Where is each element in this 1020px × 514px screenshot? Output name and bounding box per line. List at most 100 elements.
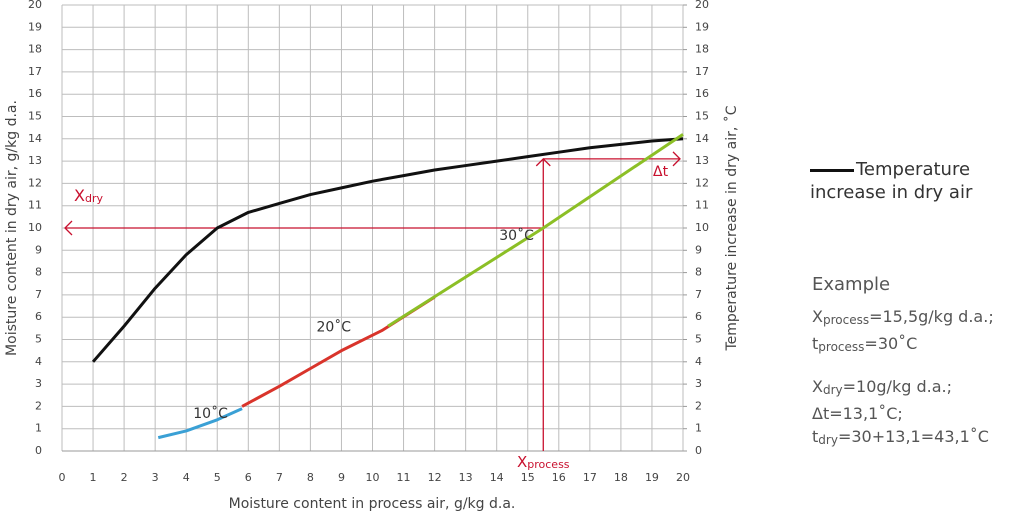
label-text: Δt — [653, 164, 669, 180]
series-label: 20˚C — [316, 319, 351, 336]
example-box: Example Xprocess=15,5g/kg d.a.; tprocess=… — [812, 274, 1020, 452]
example-line: tdry=30+13,1=43,1˚C — [812, 425, 1020, 452]
label-text: X — [517, 453, 527, 471]
y2-tick-label: 15 — [695, 110, 709, 123]
legend-item: Temperature increase in dry air — [810, 158, 1000, 204]
x-tick-label: 8 — [307, 471, 314, 484]
x-tick-label: 7 — [276, 471, 283, 484]
x-tick-label: 5 — [214, 471, 221, 484]
y2-tick-label: 10 — [695, 221, 709, 234]
example-text: =30˚C — [864, 334, 918, 353]
reference-label: Xprocess — [517, 453, 570, 472]
x-tick-label: 1 — [90, 471, 97, 484]
y2-tick-label: 11 — [695, 199, 709, 212]
y2-tick-label: 5 — [695, 333, 702, 346]
y2-tick-label: 3 — [695, 377, 702, 390]
y-tick-label: 18 — [28, 43, 42, 56]
chart: Moisture content in process air, g/kg d.… — [4, 0, 740, 512]
x-axis-label: Moisture content in process air, g/kg d.… — [229, 496, 516, 512]
y2-tick-label: 18 — [695, 43, 709, 56]
y2-tick-label: 20 — [695, 0, 709, 11]
y-tick-label: 3 — [35, 377, 42, 390]
x-tick-label: 9 — [338, 471, 345, 484]
example-text: =10g/kg d.a.; — [842, 377, 952, 396]
example-line: Δt=13,1˚C; — [812, 402, 1020, 425]
legend-swatch — [810, 168, 854, 172]
y-tick-label: 13 — [28, 154, 42, 167]
y-tick-label: 15 — [28, 110, 42, 123]
y-tick-label: 12 — [28, 176, 42, 189]
y2-tick-label: 14 — [695, 132, 709, 145]
example-subscript: process — [822, 313, 870, 327]
x-tick-label: 17 — [583, 471, 597, 484]
y2-tick-label: 6 — [695, 310, 702, 323]
example-title: Example — [812, 274, 891, 295]
example-subscript: dry — [822, 383, 843, 397]
x-tick-label: 16 — [552, 471, 566, 484]
y-tick-label: 7 — [35, 288, 42, 301]
arrow-head — [672, 151, 681, 167]
x-tick-label: 14 — [490, 471, 504, 484]
y-tick-label: 20 — [28, 0, 42, 11]
example-text: X — [812, 307, 823, 326]
x-tick-label: 10 — [366, 471, 380, 484]
y2-tick-label: 9 — [695, 243, 702, 256]
x-tick-label: 6 — [245, 471, 252, 484]
x-tick-label: 13 — [459, 471, 473, 484]
y2-tick-label: 2 — [695, 399, 702, 412]
x-tick-label: 0 — [59, 471, 66, 484]
y2-tick-label: 16 — [695, 87, 709, 100]
y2-axis-label: Temperature increase in dry air, ˚C — [723, 105, 740, 351]
example-text: t — [812, 427, 819, 446]
y2-tick-label: 7 — [695, 288, 702, 301]
x-tick-label: 20 — [676, 471, 690, 484]
reference-label: Xdry — [74, 186, 103, 206]
y-axis-label: Moisture content in dry air, g/kg d.a. — [4, 100, 20, 356]
y2-tick-label: 4 — [695, 355, 702, 368]
series-line — [157, 407, 243, 440]
y-tick-label: 19 — [28, 20, 42, 33]
example-text: =30+13,1=43,1˚C — [837, 427, 989, 446]
x-tick-label: 19 — [645, 471, 659, 484]
x-tick-label: 3 — [152, 471, 159, 484]
example-text: X — [812, 377, 823, 396]
y2-tick-label: 1 — [695, 422, 702, 435]
x-tick-label: 4 — [183, 471, 190, 484]
series-line — [91, 137, 684, 363]
legend: Temperature increase in dry air — [810, 158, 1000, 204]
x-tick-label: 12 — [428, 471, 442, 484]
y-tick-label: 2 — [35, 399, 42, 412]
example-text: =15,5g/kg d.a.; — [869, 307, 994, 326]
label-subscript: dry — [85, 192, 104, 205]
example-line: tprocess=30˚C — [812, 332, 1020, 359]
series-label: 30˚C — [499, 227, 534, 244]
y-tick-label: 1 — [35, 422, 42, 435]
y-tick-label: 6 — [35, 310, 42, 323]
y2-tick-label: 0 — [695, 444, 702, 457]
example-subscript: process — [818, 340, 865, 354]
arrow-head — [64, 220, 73, 236]
example-line: Xprocess=15,5g/kg d.a.; — [812, 305, 1020, 332]
label-text: X — [74, 186, 85, 205]
example-text: t — [812, 334, 819, 353]
y-tick-label: 10 — [28, 221, 42, 234]
x-tick-label: 11 — [397, 471, 411, 484]
y-tick-label: 0 — [35, 444, 42, 457]
y-tick-label: 4 — [35, 355, 42, 368]
series-line — [387, 133, 684, 328]
y2-tick-label: 19 — [695, 20, 709, 33]
label-subscript: process — [527, 458, 570, 471]
y-tick-label: 9 — [35, 243, 42, 256]
y2-tick-label: 13 — [695, 154, 709, 167]
y2-tick-label: 8 — [695, 266, 702, 279]
x-tick-label: 18 — [614, 471, 628, 484]
reference-label: Δt — [653, 164, 669, 180]
y-tick-label: 16 — [28, 87, 42, 100]
y2-tick-label: 12 — [695, 176, 709, 189]
y-tick-label: 11 — [28, 199, 42, 212]
legend-label: Temperature increase in dry air — [810, 159, 973, 203]
y2-tick-label: 17 — [695, 65, 709, 78]
example-line: Xdry=10g/kg d.a.; — [812, 375, 1020, 402]
y-tick-label: 14 — [28, 132, 42, 145]
